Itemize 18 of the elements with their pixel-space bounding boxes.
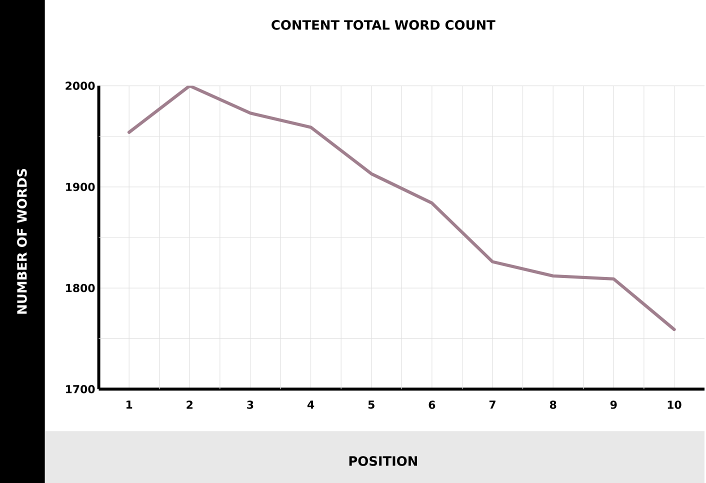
y-tick-label: 2000 [66,82,95,90]
chart-title: CONTENT TOTAL WORD COUNT [272,20,496,30]
x-tick-label: 7 [489,400,496,409]
x-tick-label: 6 [428,400,436,409]
x-tick-label: 1 [126,400,132,409]
line-series [127,86,676,332]
x-tick-label: 3 [247,400,254,409]
y-tick-label: 1900 [66,182,95,192]
x-tick-label: 5 [368,400,374,409]
y-tick-label: 1700 [66,385,95,394]
y-axis-title: NUMBER OF WORDS [17,169,27,314]
x-tick-label: 8 [550,400,556,409]
y-tick-label: 1800 [66,284,95,292]
x-tick-label: 10 [668,400,682,409]
x-tick-label: 9 [610,400,617,409]
x-tick-label: 4 [307,400,314,409]
x-tick-label: 2 [186,400,193,409]
x-axis-title: POSITION [349,456,418,466]
